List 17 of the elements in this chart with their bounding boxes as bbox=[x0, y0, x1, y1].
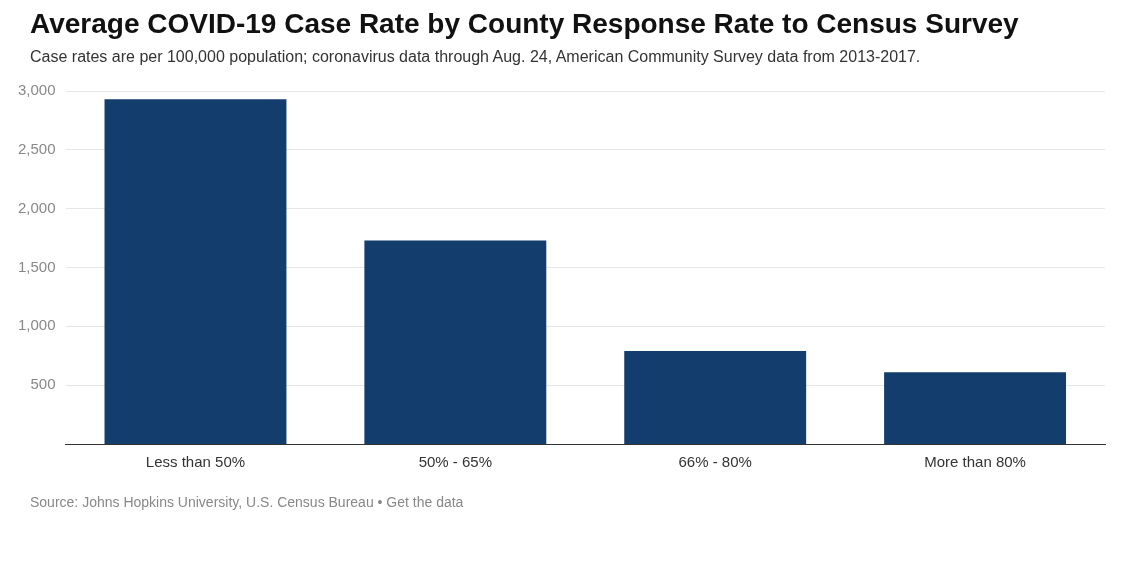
y-tick-label: 1,500 bbox=[17, 257, 56, 275]
y-tick-label: 1,000 bbox=[17, 316, 56, 334]
x-tick-label: 66% - 80% bbox=[678, 453, 752, 471]
bar bbox=[884, 372, 1067, 444]
bar bbox=[624, 351, 807, 444]
bar bbox=[364, 240, 547, 444]
x-tick-label: 50% - 65% bbox=[418, 453, 493, 471]
source-note: Source: Johns Hopkins University, U.S. Census Bureau • Get the data bbox=[30, 494, 465, 510]
chart-title: Average COVID-19 Case Rate by County Response Rate to Census Survey bbox=[30, 8, 1020, 40]
y-tick-label: 2,000 bbox=[17, 198, 56, 216]
chart-subtitle: Case rates are per 100,000 population; coronavirus data through Aug. 24, American Community Survey data from 2013-2017. bbox=[30, 48, 922, 66]
bar bbox=[104, 99, 287, 444]
y-tick-label: 3,000 bbox=[17, 81, 56, 99]
y-tick-label: 500 bbox=[30, 375, 56, 393]
x-tick-label: More than 80% bbox=[924, 453, 1026, 471]
y-tick-label: 2,500 bbox=[17, 139, 56, 157]
x-tick-label: Less than 50% bbox=[145, 453, 246, 471]
